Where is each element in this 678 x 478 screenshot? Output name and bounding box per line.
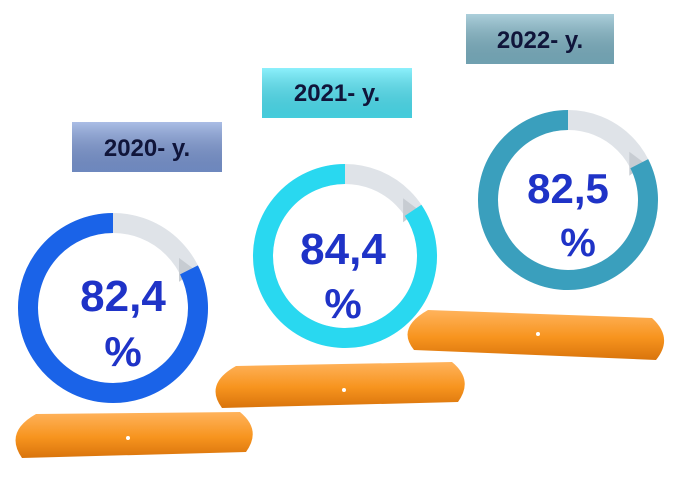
year-label-2020: 2020- y. <box>104 135 190 162</box>
pedestal-dot-2020 <box>126 436 130 440</box>
donut-value-2020: 82,4 <box>80 272 166 321</box>
chart-item-2020: 82,4 % 2020- y. <box>15 122 253 458</box>
chart-item-2022: 82,5 % 2022- y. <box>407 14 665 360</box>
pedestal-2022 <box>407 310 665 360</box>
donut-unit-2021: % <box>324 280 361 327</box>
year-label-2021: 2021- y. <box>294 80 380 107</box>
pedestal-dot-2021 <box>342 388 346 392</box>
donut-unit-2020: % <box>104 328 141 375</box>
donut-value-2021: 84,4 <box>300 225 386 274</box>
year-label-2022: 2022- y. <box>497 27 583 54</box>
pedestal-2021 <box>215 362 465 408</box>
pedestal-2020 <box>15 412 253 458</box>
donut-arc-2021 <box>253 164 437 348</box>
pedestal-dot-2022 <box>536 332 540 336</box>
donut-arc-2020 <box>18 213 208 403</box>
donut-arc-2022 <box>478 110 658 290</box>
chart-item-2021: 84,4 % 2021- y. <box>215 68 465 408</box>
donut-unit-2022: % <box>560 221 596 265</box>
donut-value-2022: 82,5 <box>527 165 609 212</box>
